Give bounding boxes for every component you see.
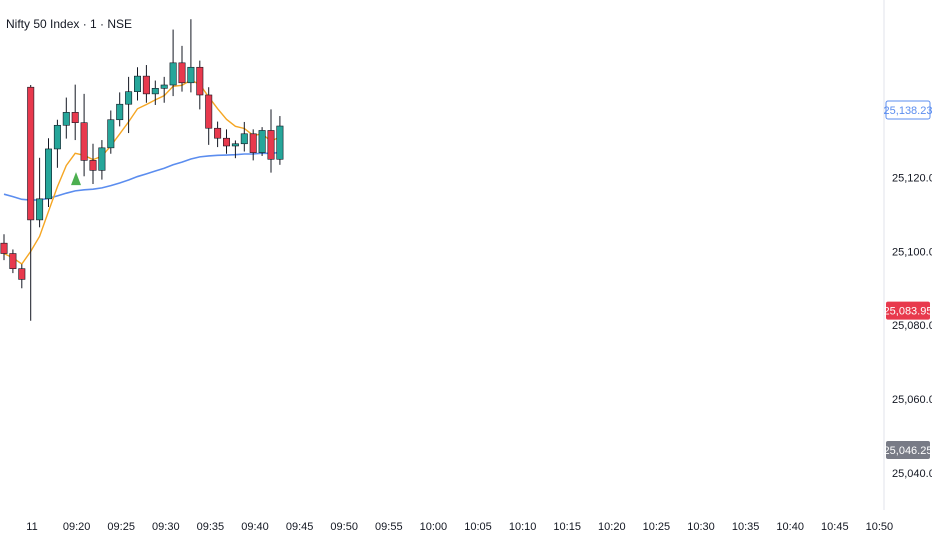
x-tick-label: 10:25	[643, 521, 671, 533]
candle-up	[134, 75, 142, 92]
y-tick-label: 25,060.00	[892, 394, 932, 406]
x-tick-label: 09:30	[152, 521, 180, 533]
price-tag: 25,046.25	[884, 440, 932, 459]
price-tag-box	[885, 100, 931, 120]
candle-down	[205, 94, 213, 129]
candle-up	[169, 62, 177, 86]
candle-down	[178, 62, 186, 84]
chart-title: Nifty 50 Index · 1 · NSE	[6, 17, 133, 31]
candle-up	[151, 88, 159, 95]
buy-signal-icon	[71, 172, 81, 186]
x-tick-label: 10:20	[598, 521, 626, 533]
candle-up	[231, 143, 239, 147]
price-tag: 25,083.95	[884, 301, 932, 320]
price-axis[interactable]: 25,040.00 25,060.00 25,080.00 25,100.00 25,1…	[892, 172, 932, 480]
x-tick-label: 09:35	[197, 521, 225, 533]
ema-fast-line	[3, 79, 281, 265]
candle-up	[53, 124, 61, 150]
x-tick-label: 10:45	[821, 521, 849, 533]
candle-down	[214, 127, 222, 139]
candle-up	[160, 84, 168, 89]
candle-up	[107, 119, 115, 149]
candle-down	[223, 137, 231, 147]
x-tick-label: 09:25	[107, 521, 135, 533]
candle-down	[9, 253, 17, 269]
candle-down	[196, 66, 204, 96]
x-tick-label: 10:30	[687, 521, 715, 533]
candle-up	[240, 133, 248, 145]
price-tag: 25,138.23	[884, 100, 932, 120]
candle-up	[36, 198, 44, 221]
candle-down	[80, 122, 88, 161]
candle-up	[116, 103, 124, 121]
price-tag-label: 25,046.25	[884, 445, 932, 457]
candle-up	[62, 112, 70, 126]
candle-down	[71, 112, 79, 123]
candle-down	[267, 130, 275, 160]
x-tick-label: 09:45	[286, 521, 314, 533]
price-tag-label: 25,138.23	[884, 105, 932, 117]
candle-up	[187, 66, 195, 84]
price-tag-label: 25,083.95	[884, 306, 932, 318]
candle-up	[125, 91, 133, 105]
candle-down	[0, 242, 8, 254]
candle-down	[142, 75, 150, 95]
x-tick-label: 09:20	[63, 521, 91, 533]
signal-markers-layer	[71, 172, 81, 186]
x-tick-label: 10:40	[776, 521, 804, 533]
candle-up	[276, 125, 284, 160]
x-tick-label: 09:55	[375, 521, 403, 533]
x-tick-label: 10:00	[420, 521, 448, 533]
x-tick-label: 11	[26, 521, 37, 533]
x-tick-label: 09:40	[241, 521, 269, 533]
price-tag-box	[886, 301, 930, 320]
candle-up	[258, 130, 266, 153]
y-tick-label: 25,120.00	[892, 172, 932, 184]
x-tick-label: 10:15	[553, 521, 581, 533]
candle-down	[89, 160, 97, 171]
y-tick-label: 25,100.00	[892, 246, 932, 258]
y-tick-label: 25,080.00	[892, 320, 932, 332]
candle-up	[44, 148, 52, 200]
candle-down	[18, 268, 26, 280]
time-axis[interactable]: 11 09:20 09:25 09:30 09:35 09:40 09:45 09:50 09:…	[26, 521, 893, 533]
x-tick-label: 10:10	[509, 521, 537, 533]
x-tick-label: 10:50	[866, 521, 894, 533]
candle-down	[249, 133, 257, 153]
candles-layer	[0, 19, 284, 321]
x-tick-label: 10:35	[732, 521, 760, 533]
candle-down	[27, 86, 35, 221]
x-tick-label: 10:05	[464, 521, 492, 533]
price-tag-box	[886, 440, 930, 459]
candle-up	[98, 147, 106, 171]
x-tick-label: 09:50	[330, 521, 358, 533]
y-tick-label: 25,040.00	[892, 468, 932, 480]
price-tags: 25,138.23 25,083.95 25,046.25	[884, 100, 932, 459]
